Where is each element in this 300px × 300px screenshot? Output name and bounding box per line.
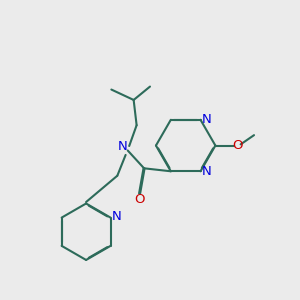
Text: N: N	[202, 165, 211, 178]
Text: O: O	[232, 139, 243, 152]
Text: N: N	[118, 140, 127, 153]
Text: N: N	[112, 210, 122, 223]
Text: N: N	[202, 113, 211, 126]
Text: O: O	[134, 193, 145, 206]
